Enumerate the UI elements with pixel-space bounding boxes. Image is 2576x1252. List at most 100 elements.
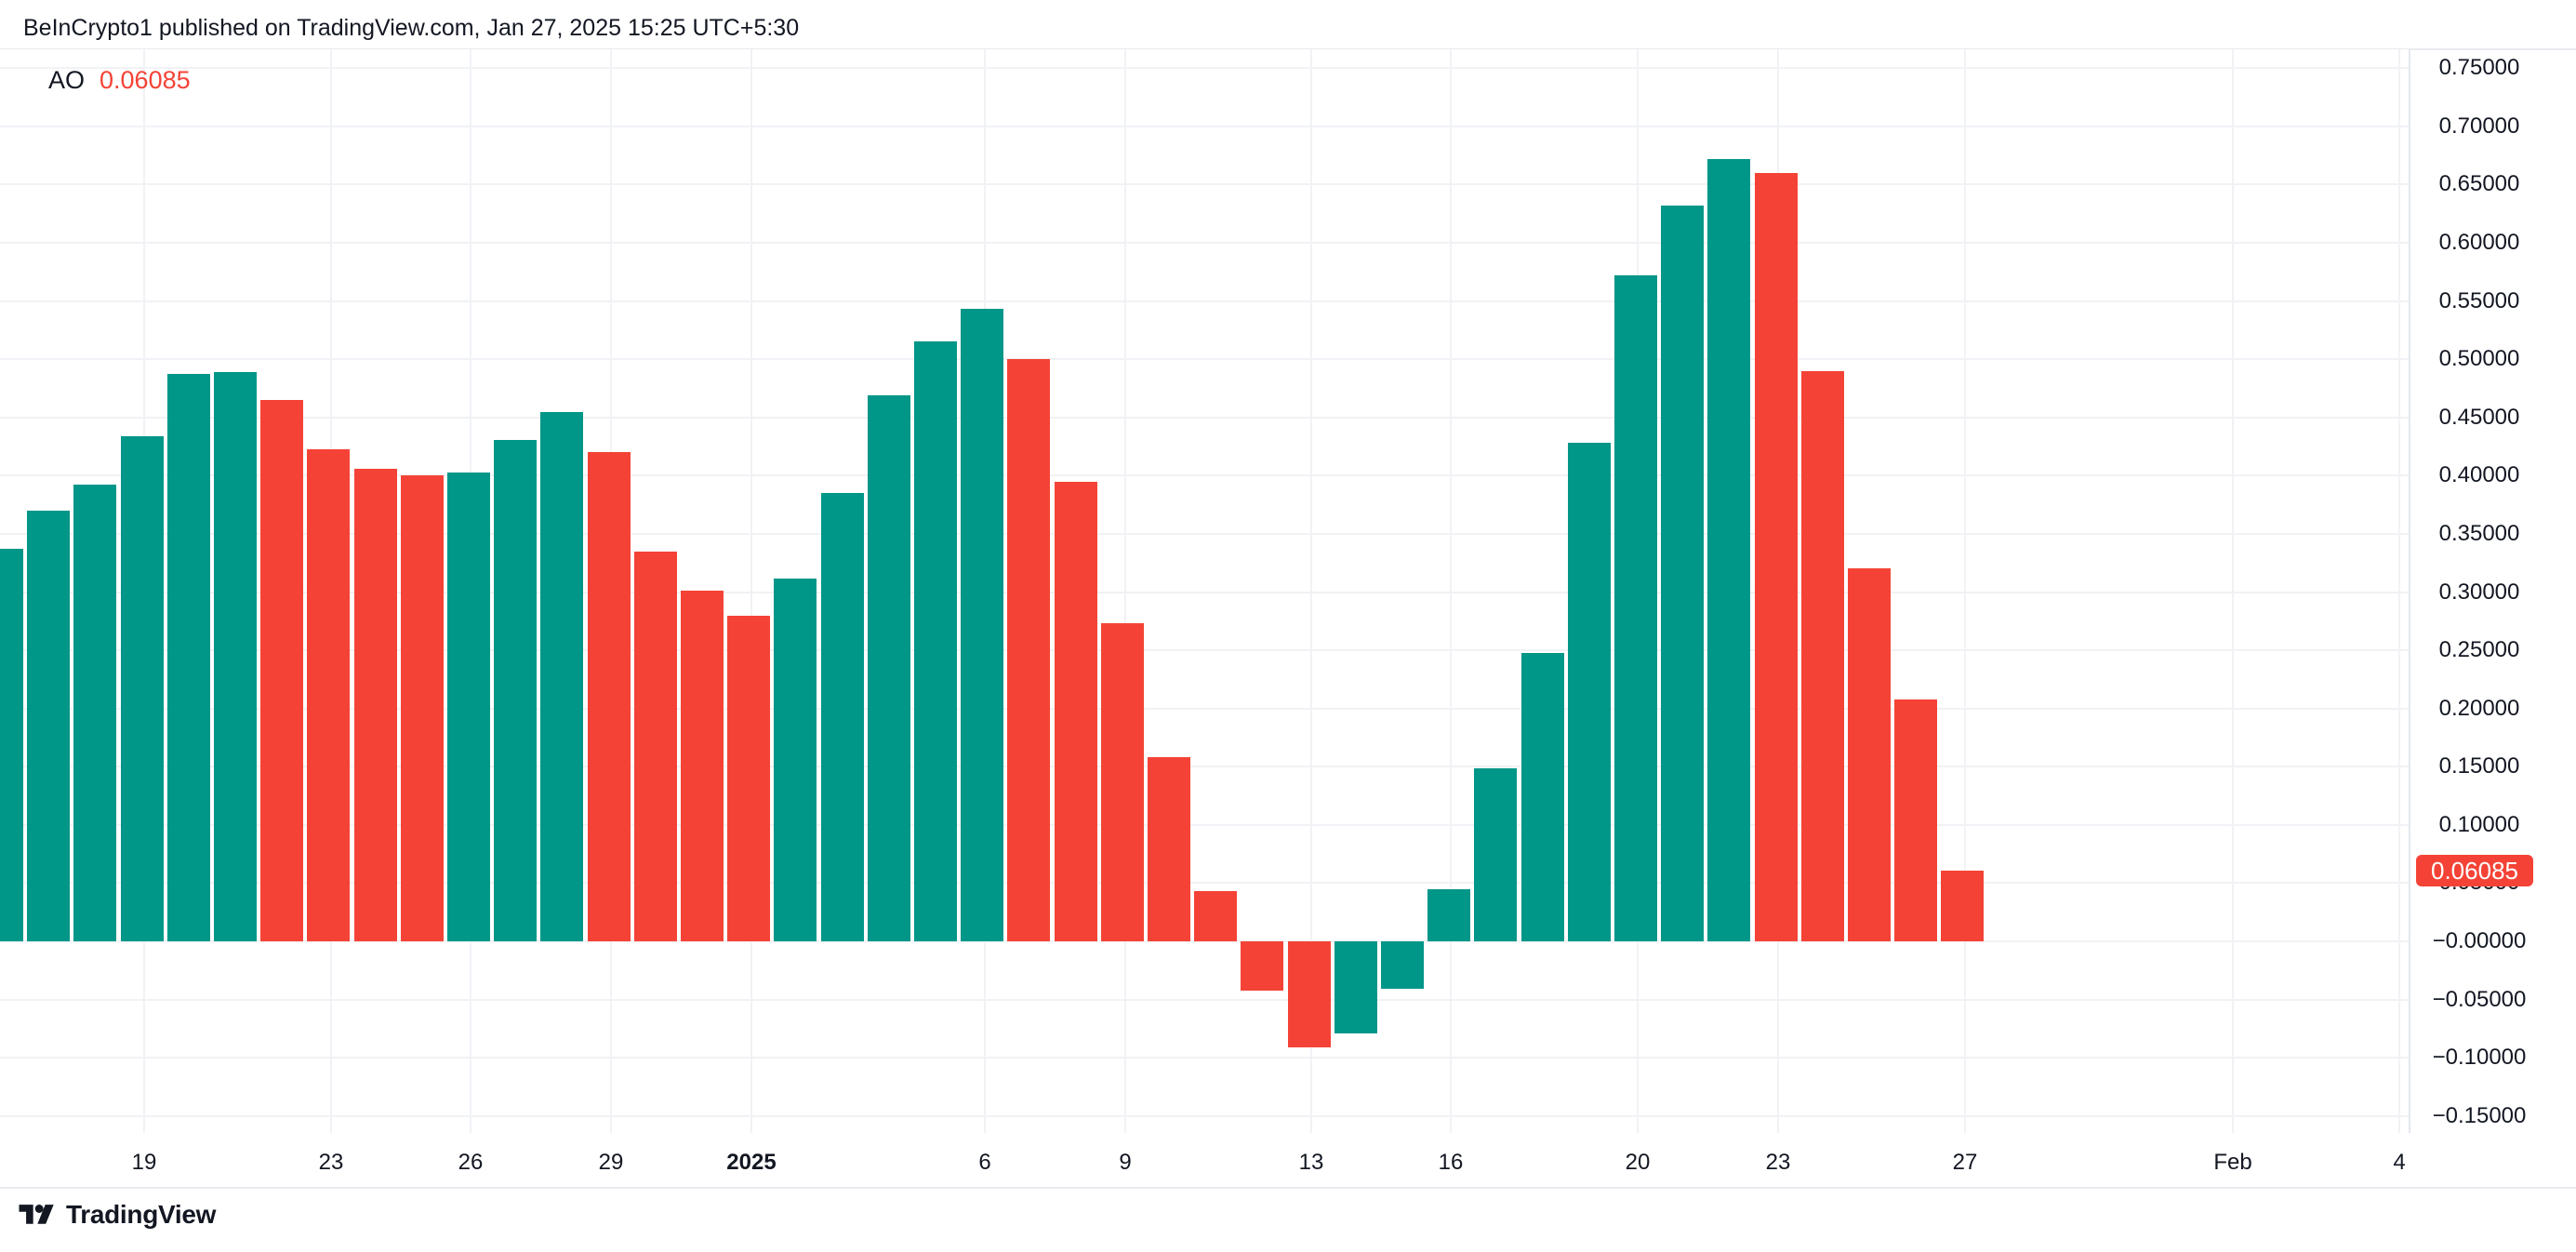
histogram-bar [1754, 172, 1798, 941]
h-gridline [0, 67, 2409, 70]
price-axis-border [2409, 49, 2410, 1133]
price-tick-label: 0.50000 [2438, 346, 2520, 372]
time-tick-label: 13 [1298, 1150, 1324, 1175]
price-tick-label: 0.60000 [2438, 230, 2520, 256]
histogram-bar [727, 615, 771, 941]
price-tick-label: 0.15000 [2438, 753, 2520, 779]
histogram-bar [120, 435, 164, 941]
time-tick-label: 2025 [726, 1150, 777, 1175]
histogram-bar [447, 472, 490, 941]
histogram-bar [494, 439, 538, 941]
histogram-bar [1007, 359, 1051, 941]
histogram-bar [307, 448, 351, 941]
h-gridline [0, 1057, 2409, 1059]
h-gridline [0, 125, 2409, 127]
h-gridline [0, 416, 2409, 419]
price-tick-label: 0.10000 [2438, 811, 2520, 837]
histogram-bar [1287, 941, 1331, 1047]
histogram-bar [1707, 158, 1751, 941]
h-gridline [0, 474, 2409, 477]
h-gridline [0, 358, 2409, 361]
histogram-bar [0, 549, 23, 941]
time-tick-label: 19 [131, 1150, 157, 1175]
indicator-label: AO [48, 66, 86, 94]
histogram-bar [1614, 275, 1657, 941]
time-tick-label: 4 [2393, 1150, 2406, 1175]
price-tick-label: 0.25000 [2438, 637, 2520, 663]
price-tick-label: 0.35000 [2438, 520, 2520, 546]
time-tick-label: 16 [1438, 1150, 1464, 1175]
footer: TradingView [19, 1200, 216, 1230]
histogram-bar [1567, 443, 1611, 941]
indicator-legend: AO 0.06085 [48, 65, 191, 95]
histogram-bar [1800, 370, 1844, 941]
price-tick-label: 0.55000 [2438, 287, 2520, 313]
time-tick-label: 29 [598, 1150, 624, 1175]
v-gridline [1124, 49, 1126, 1133]
time-tick-label: Feb [2213, 1150, 2252, 1175]
histogram-bar [214, 371, 257, 941]
v-gridline [2398, 49, 2400, 1133]
h-gridline [0, 1114, 2409, 1117]
histogram-bar [1894, 699, 1938, 941]
price-tick-label: 0.65000 [2438, 171, 2520, 197]
footer-separator [0, 1187, 2576, 1189]
tradingview-logo[interactable] [19, 1203, 56, 1227]
price-tick-label: 0.20000 [2438, 695, 2520, 721]
h-gridline [0, 940, 2409, 942]
price-tick-label: −0.00000 [2432, 928, 2527, 953]
h-gridline [0, 300, 2409, 302]
histogram-bar [1941, 870, 1985, 941]
histogram-bar [27, 510, 71, 941]
price-tick-label: 0.75000 [2438, 55, 2520, 81]
brand-name[interactable]: TradingView [66, 1200, 217, 1229]
h-gridline [0, 882, 2409, 885]
histogram-bar [1148, 757, 1190, 941]
histogram-bar [260, 400, 304, 941]
h-gridline [0, 183, 2409, 186]
v-gridline [1450, 49, 1452, 1133]
h-gridline [0, 707, 2409, 710]
h-gridline [0, 766, 2409, 768]
price-tick-label: −0.05000 [2432, 986, 2527, 1012]
time-tick-label: 26 [458, 1150, 484, 1175]
h-gridline [0, 591, 2409, 593]
price-tick-label: 0.40000 [2438, 462, 2520, 488]
h-gridline [0, 823, 2409, 826]
histogram-bar [1848, 568, 1891, 941]
time-tick-label: 27 [1952, 1150, 1978, 1175]
last-value-badge-text: 0.06085 [2431, 856, 2518, 885]
price-tick-label: 0.30000 [2438, 579, 2520, 605]
price-tick-label: 0.70000 [2438, 113, 2520, 139]
histogram-bar [1474, 767, 1518, 941]
time-tick-label: 23 [1765, 1150, 1791, 1175]
histogram-bar [1054, 481, 1097, 941]
v-gridline [1964, 49, 1966, 1133]
h-gridline [0, 998, 2409, 1001]
histogram-bar [1520, 652, 1564, 941]
v-gridline [750, 49, 752, 1133]
time-tick-label: 9 [1119, 1150, 1132, 1175]
h-gridline [0, 532, 2409, 535]
h-gridline [0, 649, 2409, 652]
time-tick-label: 20 [1625, 1150, 1651, 1175]
price-tick-label: −0.10000 [2432, 1045, 2527, 1071]
histogram-bar [633, 551, 677, 941]
histogram-bar [166, 374, 210, 941]
histogram-bar [540, 411, 584, 941]
histogram-bar [1427, 888, 1471, 941]
histogram-bar [1241, 941, 1284, 991]
h-gridline [0, 242, 2409, 245]
indicator-value: 0.06085 [100, 66, 191, 94]
page-title: BeInCrypto1 published on TradingView.com… [23, 15, 800, 41]
histogram-bar [774, 578, 817, 941]
last-value-badge: 0.06085 [2416, 855, 2533, 886]
chart-pane[interactable] [0, 49, 2409, 1133]
histogram-bar [820, 493, 864, 941]
histogram-bar [400, 475, 444, 941]
time-tick-label: 23 [318, 1150, 344, 1175]
histogram-bar [1194, 891, 1238, 941]
histogram-bar [1381, 941, 1424, 990]
histogram-bar [681, 591, 724, 941]
